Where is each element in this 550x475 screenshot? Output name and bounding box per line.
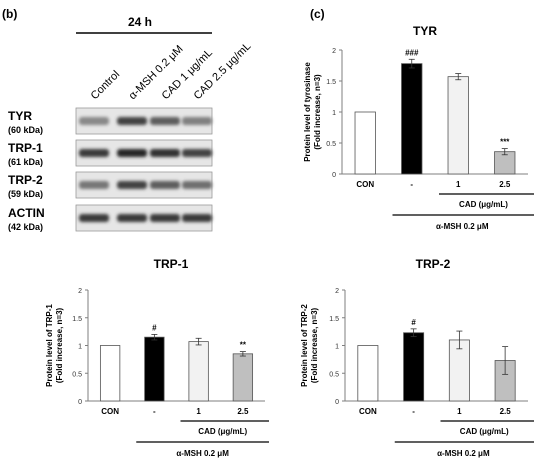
msh-label: α-MSH 0.2 μM — [436, 222, 489, 231]
significance-marker: *** — [500, 138, 510, 147]
blot-band — [79, 181, 109, 189]
y-tick-label: 2 — [332, 48, 336, 55]
bar — [188, 341, 209, 402]
molecular-weight: (59 kDa) — [8, 189, 43, 199]
x-tick-label: 1 — [456, 180, 461, 189]
y-axis-label: (Fold increase, n=3) — [310, 307, 319, 383]
x-tick-label: 1 — [196, 407, 201, 416]
y-tick-label: 0.5 — [329, 371, 339, 378]
x-tick-label: - — [153, 407, 156, 416]
chart-trp1: TRP-1 Protein level of TRP-1 (Fold increas… — [45, 257, 269, 458]
bar — [354, 111, 376, 175]
cad-label: CAD (μg/mL) — [198, 427, 247, 436]
chart-title: TRP-1 — [154, 257, 189, 271]
x-tick-label: 2.5 — [237, 407, 249, 416]
x-tick-label: - — [410, 180, 413, 189]
chart-trp2: TRP-2 Protein level of TRP-2 (Fold increas… — [300, 257, 534, 458]
y-tick-label: 2 — [78, 288, 82, 295]
blot-band — [117, 149, 147, 157]
bar — [144, 336, 165, 402]
blot-band — [182, 149, 212, 157]
blot-band — [182, 181, 212, 189]
blot-band — [182, 214, 212, 222]
x-tick-label: - — [412, 407, 415, 416]
x-tick-label: 2.5 — [499, 180, 511, 189]
blot-band — [79, 214, 109, 222]
time-label: 24 h — [128, 15, 152, 29]
y-tick-label: 0.5 — [72, 371, 82, 378]
bar — [357, 345, 379, 402]
x-tick-label: CON — [101, 407, 119, 416]
y-tick-label: 1 — [78, 344, 82, 351]
blot-band — [150, 214, 180, 222]
y-tick-label: 2 — [335, 288, 339, 295]
blot-band — [79, 149, 109, 157]
panel-label-b: (b) — [2, 7, 17, 21]
protein-name: ACTIN — [8, 206, 45, 220]
y-axis-label: (Fold increase, n=3) — [313, 74, 322, 150]
blot-band — [117, 214, 147, 222]
bar — [99, 345, 121, 402]
y-axis-label: (Fold increase, n=3) — [55, 307, 64, 383]
cad-label: CAD (μg/mL) — [459, 200, 508, 209]
molecular-weight: (61 kDa) — [8, 157, 43, 167]
significance-marker: # — [152, 323, 157, 332]
blot-band — [117, 181, 147, 189]
x-tick-label: 1 — [457, 407, 462, 416]
blot-band — [117, 117, 147, 125]
blot-band — [182, 117, 212, 125]
significance-marker: # — [411, 318, 416, 327]
chart-tyr: TYR Protein level of tyrosinase (Fold incr… — [303, 24, 534, 231]
y-tick-label: 0.5 — [326, 141, 336, 148]
blot-band — [150, 181, 180, 189]
y-tick-label: 1 — [335, 344, 339, 351]
msh-label: α-MSH 0.2 μM — [176, 449, 229, 458]
blot-band — [150, 149, 180, 157]
blot-band — [150, 117, 180, 125]
bar — [447, 76, 469, 175]
y-tick-label: 1.5 — [326, 79, 336, 86]
y-tick-label: 0 — [78, 399, 82, 406]
blot-band — [79, 117, 109, 125]
y-tick-label: 1 — [332, 110, 336, 117]
msh-label: α-MSH 0.2 μM — [437, 449, 490, 458]
cad-label: CAD (μg/mL) — [460, 427, 509, 436]
significance-marker: ** — [240, 341, 247, 350]
molecular-weight: (60 kDa) — [8, 125, 43, 135]
bar — [403, 332, 425, 402]
y-tick-label: 1.5 — [72, 316, 82, 323]
y-tick-label: 0 — [335, 399, 339, 406]
panel-label-c: (c) — [310, 7, 325, 21]
y-axis-label: Protein level of TRP-1 — [45, 304, 54, 387]
x-tick-label: 2.5 — [500, 407, 512, 416]
y-tick-label: 1.5 — [329, 316, 339, 323]
significance-marker: ### — [405, 48, 419, 57]
x-tick-label: CON — [359, 407, 377, 416]
y-axis-label: Protein level of TRP-2 — [300, 304, 309, 387]
protein-name: TYR — [8, 109, 32, 123]
molecular-weight: (42 kDa) — [8, 222, 43, 232]
y-tick-label: 0 — [332, 172, 336, 179]
x-tick-label: CON — [356, 180, 374, 189]
lane-label: CAD 2.5 μg/mL — [192, 40, 254, 102]
protein-name: TRP-2 — [8, 173, 43, 187]
y-axis-label: Protein level of tyrosinase — [303, 62, 312, 162]
bar — [232, 353, 254, 402]
bar — [401, 63, 423, 175]
chart-title: TRP-2 — [416, 257, 451, 271]
lane-label: Control — [89, 69, 123, 103]
protein-name: TRP-1 — [8, 141, 43, 155]
chart-title: TYR — [413, 24, 437, 38]
